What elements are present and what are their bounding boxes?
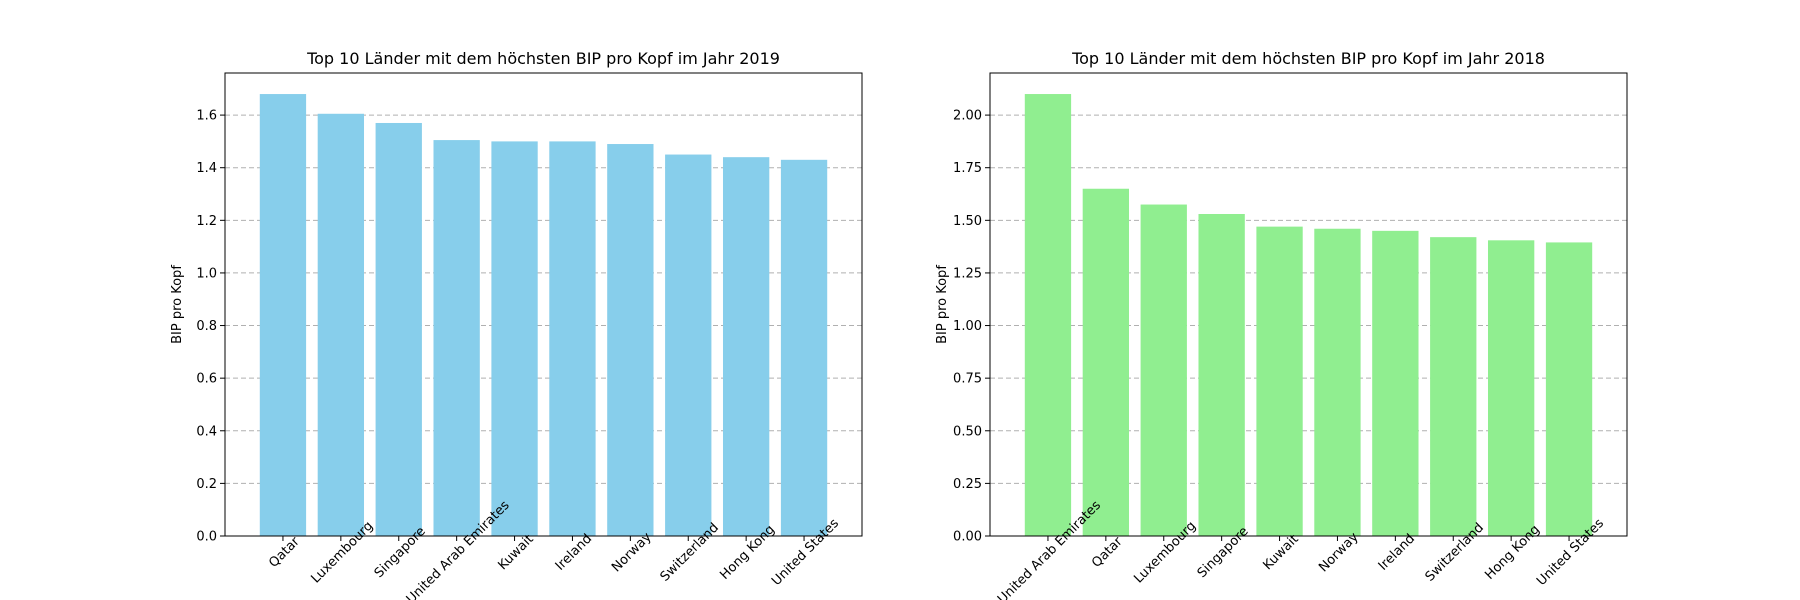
x-tick-label: Kuwait [495, 532, 536, 573]
bar [665, 154, 712, 536]
x-tick-label: Ireland [553, 531, 595, 573]
y-tick-label: 0.75 [953, 372, 982, 387]
y-tick-label: 0.25 [953, 477, 982, 492]
y-tick-label: 0.4 [196, 424, 217, 439]
y-axis-label: BIP pro Kopf [170, 265, 185, 344]
bar [780, 159, 828, 536]
chart-title: Top 10 Länder mit dem höchsten BIP pro K… [1071, 49, 1545, 68]
bar [1198, 214, 1245, 536]
bar [1082, 188, 1130, 536]
y-tick-label: 0.50 [953, 424, 982, 439]
x-tick-label: Qatar [266, 534, 303, 571]
x-tick-label: Kuwait [1260, 532, 1301, 573]
x-tick-label: Qatar [1089, 534, 1126, 571]
bar [1372, 230, 1419, 536]
y-tick-label: 1.0 [196, 266, 217, 281]
bar [317, 113, 365, 536]
y-tick-label: 1.75 [953, 161, 982, 176]
y-tick-label: 0.0 [196, 530, 217, 545]
plot-frame [224, 72, 863, 537]
y-tick-label: 1.50 [953, 214, 982, 229]
bar [1256, 226, 1303, 536]
plot-frame [989, 72, 1628, 537]
chart-title: Top 10 Länder mit dem höchsten BIP pro K… [306, 49, 780, 68]
y-tick-label: 1.4 [196, 161, 217, 176]
bar [433, 140, 480, 536]
y-tick-label: 2.00 [953, 109, 982, 124]
bar [549, 141, 596, 537]
y-tick-label: 1.2 [196, 214, 217, 229]
y-tick-label: 1.00 [953, 319, 982, 334]
bar [607, 144, 654, 536]
y-axis-label: BIP pro Kopf [935, 265, 950, 344]
bar [1487, 240, 1535, 536]
y-tick-label: 0.8 [196, 319, 217, 334]
y-tick-label: 0.6 [196, 372, 217, 387]
y-tick-label: 0.2 [196, 477, 217, 492]
bar [1024, 94, 1072, 536]
y-tick-label: 1.6 [196, 109, 217, 124]
bar [491, 141, 538, 537]
x-tick-label: Ireland [1376, 531, 1418, 573]
bar [722, 157, 770, 536]
bar [1430, 237, 1477, 536]
bar [1545, 242, 1593, 537]
chart-panel-2: 0.000.250.500.751.001.251.501.752.00Unit… [935, 49, 1628, 600]
y-tick-label: 1.25 [953, 266, 982, 281]
bar [1314, 228, 1361, 536]
bar [1140, 204, 1187, 536]
bar [259, 94, 307, 536]
bar [375, 122, 422, 536]
y-tick-label: 0.00 [953, 530, 982, 545]
